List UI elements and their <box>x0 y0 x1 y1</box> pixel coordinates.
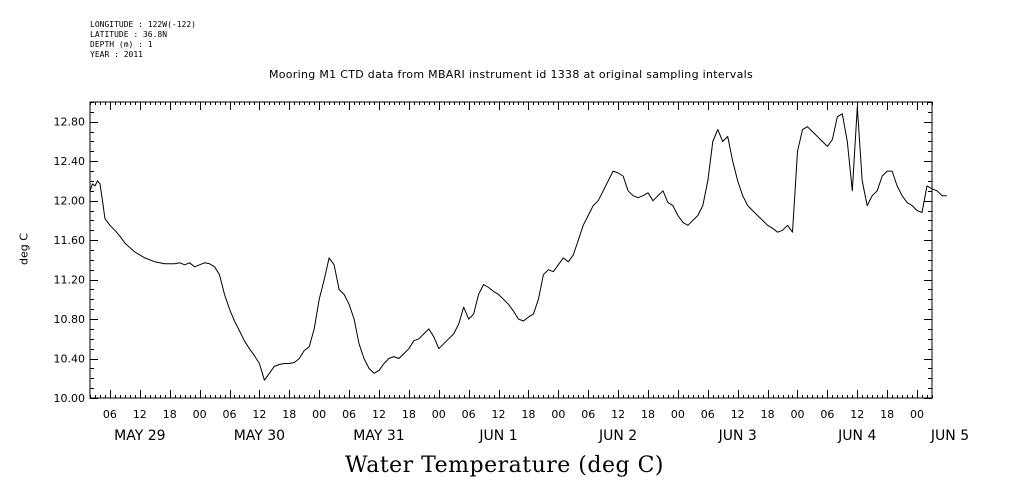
x-day-label: MAY 31 <box>353 428 404 444</box>
x-tick-label: 06 <box>223 408 237 421</box>
x-tick-label: 12 <box>611 408 625 421</box>
x-tick-label: 00 <box>551 408 565 421</box>
x-tick-label: 12 <box>731 408 745 421</box>
temperature-line <box>89 170 629 381</box>
meta-depth: DEPTH (m) : 1 <box>90 40 153 49</box>
x-day-label: MAY 29 <box>114 428 165 444</box>
x-day-label: JUN 4 <box>837 428 876 444</box>
x-tick-label: 00 <box>312 408 326 421</box>
x-tick-label: 00 <box>671 408 685 421</box>
chart-title: Mooring M1 CTD data from MBARI instrumen… <box>268 68 754 81</box>
x-day-label: JUN 3 <box>718 428 757 444</box>
x-day-label: MAY 30 <box>234 428 285 444</box>
x-tick-label: 18 <box>282 408 296 421</box>
x-tick-label: 18 <box>761 408 775 421</box>
meta-year: YEAR : 2011 <box>90 50 143 59</box>
x-tick-label: 18 <box>521 408 535 421</box>
meta-longitude: LONGITUDE : 122W(-122) <box>90 20 196 29</box>
x-tick-label: 00 <box>193 408 207 421</box>
x-day-label: JUN 5 <box>930 428 969 444</box>
x-tick-label: 12 <box>850 408 864 421</box>
x-tick-label: 18 <box>163 408 177 421</box>
y-tick-label: 10.00 <box>54 392 86 405</box>
y-tick-label: 12.40 <box>54 155 86 168</box>
y-tick-label: 10.40 <box>54 353 86 366</box>
y-tick-label: 11.60 <box>54 234 86 247</box>
y-tick-label: 11.20 <box>54 274 86 287</box>
x-tick-label: 00 <box>432 408 446 421</box>
y-tick-label: 10.80 <box>54 313 86 326</box>
metadata-block: LONGITUDE : 122W(-122) LATITUDE : 36.8N … <box>90 20 196 60</box>
x-tick-label: 06 <box>462 408 476 421</box>
x-tick-label: 12 <box>133 408 147 421</box>
temperature-line <box>627 106 947 233</box>
x-tick-label: 12 <box>492 408 506 421</box>
x-tick-label: 06 <box>342 408 356 421</box>
x-tick-label: 12 <box>252 408 266 421</box>
x-tick-label: 00 <box>910 408 924 421</box>
x-tick-label: 00 <box>790 408 804 421</box>
x-day-label: JUN 1 <box>478 428 517 444</box>
x-tick-label: 06 <box>701 408 715 421</box>
x-tick-label: 06 <box>581 408 595 421</box>
x-tick-label: 06 <box>103 408 117 421</box>
x-axis-label: Water Temperature (deg C) <box>345 453 664 478</box>
plot-frame <box>89 101 933 399</box>
x-tick-label: 18 <box>880 408 894 421</box>
x-tick-label: 18 <box>402 408 416 421</box>
meta-latitude: LATITUDE : 36.8N <box>90 30 168 39</box>
x-tick-label: 06 <box>820 408 834 421</box>
x-tick-label: 18 <box>641 408 655 421</box>
x-day-label: JUN 2 <box>598 428 637 444</box>
y-tick-label: 12.80 <box>54 116 86 129</box>
x-tick-label: 12 <box>372 408 386 421</box>
y-tick-label: 12.00 <box>54 195 86 208</box>
